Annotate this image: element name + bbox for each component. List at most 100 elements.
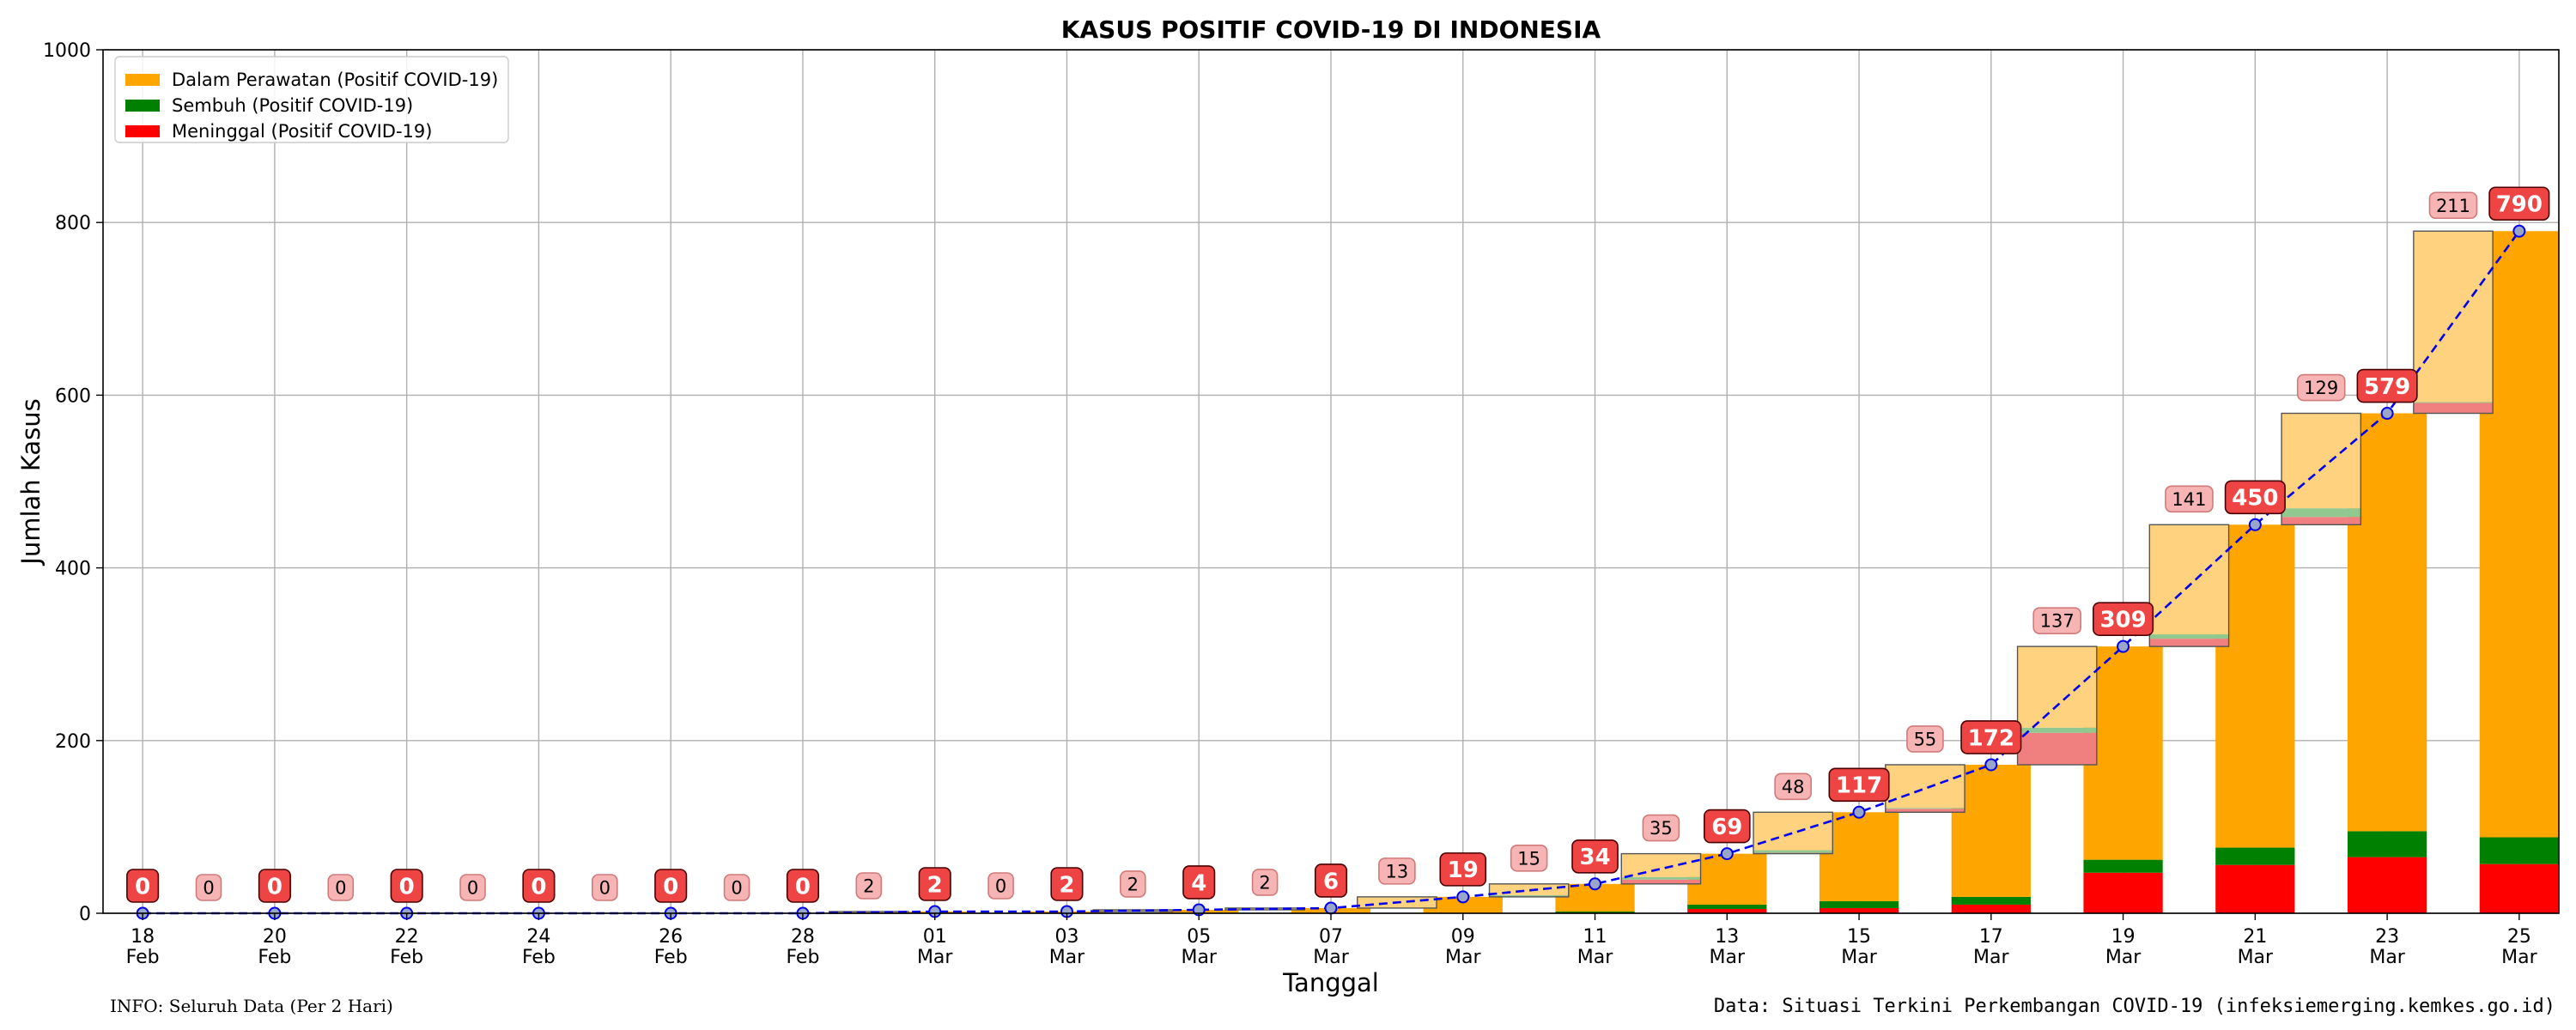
increment-label: 0 bbox=[592, 874, 618, 901]
legend-swatch bbox=[125, 100, 160, 112]
legend-swatch bbox=[125, 125, 160, 137]
svg-text:211: 211 bbox=[2436, 196, 2470, 216]
svg-text:0: 0 bbox=[467, 878, 478, 899]
increment-bar-meninggal bbox=[1621, 879, 1701, 884]
x-tick-label-month: Mar bbox=[2501, 947, 2537, 968]
y-tick-label: 400 bbox=[55, 559, 91, 580]
x-tick-label-day: 19 bbox=[2111, 926, 2136, 948]
y-axis-label: Jumlah Kasus bbox=[16, 398, 46, 566]
bar-perawatan bbox=[1423, 896, 1503, 913]
total-label: 19 bbox=[1439, 852, 1487, 887]
increment-bar-outline bbox=[2016, 645, 2098, 766]
x-tick-label-month: Mar bbox=[2369, 947, 2405, 968]
increment-label: 55 bbox=[1906, 725, 1944, 753]
svg-text:0: 0 bbox=[663, 874, 678, 900]
x-tick-label-month: Feb bbox=[654, 947, 688, 968]
x-tick-label-day: 03 bbox=[1054, 926, 1078, 948]
increment-bar-perawatan bbox=[2017, 646, 2097, 728]
footer-info: INFO: Seluruh Data (Per 2 Hari) bbox=[110, 996, 393, 1016]
x-tick-label-day: 09 bbox=[1451, 926, 1475, 948]
increment-bar-perawatan bbox=[2413, 231, 2494, 403]
svg-text:0: 0 bbox=[267, 874, 283, 900]
increment-bar-perawatan bbox=[1885, 764, 1965, 809]
x-tick-label-day: 05 bbox=[1187, 926, 1211, 948]
increment-bar-perawatan bbox=[2281, 413, 2361, 509]
total-label: 790 bbox=[2488, 186, 2550, 221]
svg-text:0: 0 bbox=[135, 874, 150, 900]
x-tick-label-day: 13 bbox=[1715, 926, 1739, 948]
increment-bar-meninggal bbox=[1885, 809, 1965, 813]
svg-text:172: 172 bbox=[1968, 725, 2014, 751]
svg-text:6: 6 bbox=[1323, 869, 1339, 894]
increment-label: 211 bbox=[2428, 191, 2478, 220]
x-tick-label-day: 21 bbox=[2243, 926, 2267, 948]
increment-bar-perawatan bbox=[1753, 812, 1833, 851]
svg-text:0: 0 bbox=[531, 874, 546, 900]
x-tick-label-day: 24 bbox=[526, 926, 550, 948]
increment-label: 2 bbox=[1251, 869, 1279, 896]
x-tick-label-month: Mar bbox=[1049, 947, 1085, 968]
svg-text:0: 0 bbox=[795, 874, 811, 900]
increment-bar-sembuh bbox=[2149, 634, 2229, 639]
x-tick-label-day: 15 bbox=[1847, 926, 1871, 948]
svg-text:2: 2 bbox=[927, 872, 943, 898]
total-point bbox=[2117, 639, 2130, 653]
svg-text:129: 129 bbox=[2304, 378, 2338, 398]
increment-bar-meninggal bbox=[2413, 403, 2494, 414]
x-tick-label-day: 25 bbox=[2507, 926, 2531, 948]
total-label: 117 bbox=[1828, 767, 1890, 803]
x-tick-label-month: Mar bbox=[2238, 947, 2274, 968]
x-tick-label-month: Mar bbox=[1313, 947, 1349, 968]
x-tick-label-day: 17 bbox=[1979, 926, 2003, 948]
total-label: 0 bbox=[258, 869, 291, 903]
total-label: 0 bbox=[654, 869, 688, 903]
total-label: 2 bbox=[918, 867, 951, 901]
bar-sembuh bbox=[2479, 837, 2559, 864]
x-tick-label-month: Feb bbox=[522, 947, 556, 968]
x-tick-label-day: 26 bbox=[659, 926, 683, 948]
svg-text:141: 141 bbox=[2172, 489, 2206, 510]
bar-sembuh bbox=[1951, 896, 2031, 905]
bar-sembuh bbox=[2347, 831, 2427, 857]
increment-label: 35 bbox=[1642, 814, 1680, 842]
increment-bar-perawatan bbox=[1489, 883, 1569, 895]
total-label: 69 bbox=[1703, 809, 1751, 844]
x-tick-label-day: 07 bbox=[1319, 926, 1343, 948]
x-tick-label-month: Feb bbox=[258, 947, 291, 968]
increment-label: 0 bbox=[987, 872, 1014, 900]
increment-label: 0 bbox=[327, 874, 355, 901]
total-point bbox=[1589, 877, 1602, 891]
x-tick-label-month: Feb bbox=[126, 947, 160, 968]
increment-bar-perawatan bbox=[829, 911, 908, 913]
increment-bar-outline bbox=[1357, 896, 1437, 909]
increment-bar-perawatan bbox=[1224, 907, 1305, 910]
svg-text:0: 0 bbox=[995, 876, 1006, 897]
total-label: 172 bbox=[1960, 720, 2022, 754]
grid bbox=[103, 49, 2559, 914]
increment-label: 13 bbox=[1378, 857, 1416, 885]
x-tick-label-month: Mar bbox=[1181, 947, 1217, 968]
bar-meninggal bbox=[1951, 904, 2031, 913]
total-point bbox=[1984, 758, 1998, 772]
total-point bbox=[2512, 224, 2526, 238]
footer-source: Data: Situasi Terkini Perkembangan COVID… bbox=[1713, 996, 2555, 1017]
increment-bar-sembuh bbox=[1885, 808, 1965, 809]
svg-text:0: 0 bbox=[203, 878, 214, 899]
bar-meninggal bbox=[2215, 864, 2295, 913]
total-point bbox=[1324, 901, 1338, 915]
x-tick-label-month: Mar bbox=[2105, 947, 2142, 968]
x-tick-label-day: 22 bbox=[395, 926, 419, 948]
x-tick-label-month: Feb bbox=[390, 947, 423, 968]
increment-label: 0 bbox=[195, 874, 222, 901]
increment-bar-outline bbox=[2148, 524, 2230, 647]
legend-box bbox=[114, 56, 509, 143]
total-point bbox=[2248, 518, 2262, 531]
x-tick-label-day: 18 bbox=[131, 926, 155, 948]
legend-entry: Sembuh (Positif COVID-19) bbox=[172, 95, 413, 116]
total-point bbox=[1720, 847, 1734, 861]
x-tick-label-day: 23 bbox=[2375, 926, 2399, 948]
svg-text:15: 15 bbox=[1517, 848, 1540, 869]
increment-bar-outline bbox=[2281, 412, 2362, 526]
legend-entry: Meninggal (Positif COVID-19) bbox=[172, 121, 432, 142]
axes: 0200400600800100018Feb20Feb22Feb24Feb26F… bbox=[43, 40, 2538, 968]
